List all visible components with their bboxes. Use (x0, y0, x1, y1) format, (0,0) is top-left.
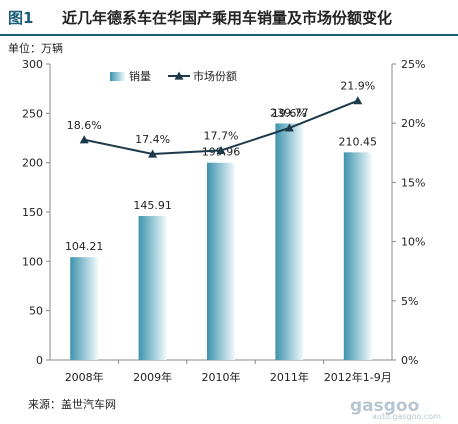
left-tick-label: 100 (22, 255, 43, 268)
line-value-label: 17.7% (204, 129, 239, 142)
line-point (79, 135, 89, 144)
right-tick-label: 10% (401, 236, 425, 249)
bar-value-label: 145.91 (133, 199, 172, 212)
legend-bar-swatch (110, 72, 125, 81)
left-tick-label: 250 (22, 107, 43, 120)
line-value-label: 21.9% (340, 80, 375, 93)
bar (275, 123, 304, 360)
chart-axes: 0 50 100 150 200 250 300 0% 5% 10% 15% 20% 25% 2008年 2… (22, 58, 425, 384)
right-tick-label: 15% (401, 176, 425, 189)
left-tick-label: 200 (22, 157, 43, 170)
line-point (216, 145, 226, 155)
bar (207, 162, 235, 360)
source-note: 来源：盖世汽车网 (28, 398, 116, 411)
chart-title: 近几年德系车在华国产乘用车销量及市场份额变化 (62, 9, 393, 27)
unit-label: 单位：万辆 (8, 42, 63, 55)
line-point (284, 123, 294, 132)
right-tick-label: 25% (401, 58, 425, 71)
legend-bar-label: 销量 (129, 69, 151, 83)
left-tick-label: 150 (22, 206, 43, 219)
left-tick-label: 300 (22, 58, 43, 71)
line-value-label: 17.4% (135, 133, 170, 146)
bar (70, 257, 99, 360)
line-point (148, 149, 158, 158)
line-value-label: 18.6% (67, 119, 102, 132)
x-tick-label: 2010年 (202, 370, 241, 384)
line-point (353, 96, 363, 105)
watermark-logo: gasgoo (350, 396, 420, 416)
watermark-url: auto.gasgoo.com (372, 412, 441, 421)
x-tick-label: 2011年 (270, 370, 309, 384)
x-tick-label: 2009年 (133, 370, 172, 384)
x-tick-label: 2012年1-9月 (324, 370, 392, 384)
bar-value-label: 104.21 (65, 240, 104, 253)
x-tick-label: 2008年 (65, 370, 104, 384)
right-tick-label: 0% (401, 354, 418, 367)
right-tick-label: 5% (401, 295, 418, 308)
figure-number: 图1 (8, 9, 34, 27)
bar-value-label: 210.45 (339, 135, 378, 148)
chart-legend: 销量 市场份额 (110, 69, 237, 83)
line-value-label: 19.6% (272, 107, 307, 120)
bar (343, 152, 372, 360)
bar-value-label: 239.77 (270, 106, 309, 119)
legend-line-label: 市场份额 (193, 69, 237, 83)
left-tick-label: 0 (36, 354, 43, 367)
title-bar: 图1 近几年德系车在华国产乘用车销量及市场份额变化 (0, 0, 458, 36)
right-tick-label: 20% (401, 117, 425, 130)
left-tick-label: 50 (29, 305, 43, 318)
bar (138, 216, 167, 360)
line-series: 18.6% 17.4% 17.7% 19.6% 21.9% (67, 80, 375, 158)
legend-line-marker (174, 71, 184, 80)
